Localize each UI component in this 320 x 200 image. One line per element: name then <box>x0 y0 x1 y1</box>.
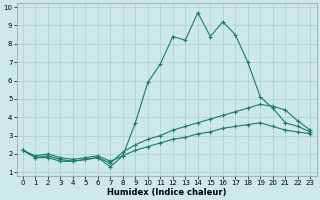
X-axis label: Humidex (Indice chaleur): Humidex (Indice chaleur) <box>107 188 226 197</box>
